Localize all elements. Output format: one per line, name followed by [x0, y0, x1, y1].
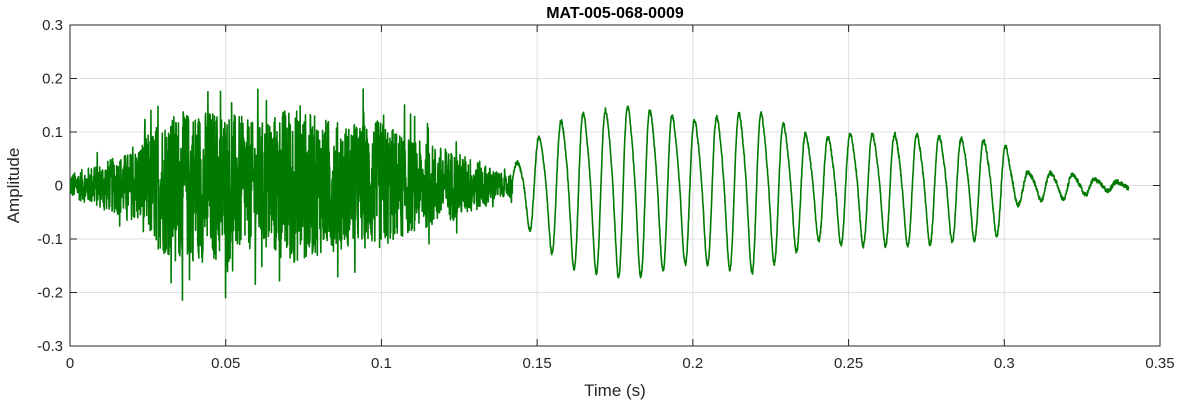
- x-tick-label: 0.3: [994, 355, 1015, 372]
- y-tick-label: 0: [55, 178, 63, 195]
- y-axis: -0.3 -0.2 -0.1 0 0.1 0.2 0.3: [37, 17, 1160, 355]
- x-axis: 0 0.05 0.1 0.15 0.2 0.25 0.3 0.35: [66, 25, 1175, 372]
- y-tick-label: -0.2: [37, 285, 63, 302]
- series-line: [69, 88, 1130, 301]
- x-tick-label: 0.1: [371, 355, 392, 372]
- y-tick-label: -0.3: [37, 338, 63, 355]
- y-tick-label: 0.1: [42, 124, 63, 141]
- y-tick-label: 0.2: [42, 71, 63, 88]
- x-tick-label: 0.15: [523, 355, 552, 372]
- x-axis-label: Time (s): [584, 381, 646, 400]
- chart-title: MAT-005-068-0009: [546, 5, 684, 22]
- x-tick-label: 0.25: [834, 355, 863, 372]
- x-tick-label: 0: [66, 355, 74, 372]
- y-tick-label: 0.3: [42, 17, 63, 34]
- y-axis-label: Amplitude: [4, 148, 23, 224]
- x-tick-label: 0.2: [682, 355, 703, 372]
- y-tick-label: -0.1: [37, 231, 63, 248]
- x-tick-label: 0.05: [211, 355, 240, 372]
- x-tick-label: 0.35: [1145, 355, 1174, 372]
